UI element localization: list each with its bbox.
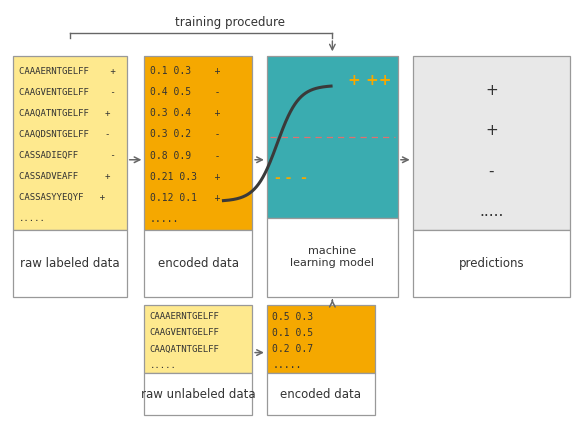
Bar <box>144 230 252 297</box>
Text: 0.3 0.2    -: 0.3 0.2 - <box>149 130 220 139</box>
Text: raw unlabeled data: raw unlabeled data <box>141 388 255 401</box>
Text: 0.8 0.9    -: 0.8 0.9 - <box>149 150 220 161</box>
Text: .....: ..... <box>272 360 302 370</box>
Bar <box>267 306 374 374</box>
Text: 0.4 0.5    -: 0.4 0.5 - <box>149 87 220 97</box>
Text: CAAQDSNTGELFF   -: CAAQDSNTGELFF - <box>19 130 110 139</box>
Text: 0.1 0.5: 0.1 0.5 <box>272 328 314 338</box>
Text: CAAQATNTGELFF: CAAQATNTGELFF <box>149 345 220 354</box>
Bar <box>13 56 127 230</box>
Text: CAAGVENTGELFF: CAAGVENTGELFF <box>149 329 220 337</box>
Text: CASSASYYEQYF   +: CASSASYYEQYF + <box>19 193 105 202</box>
Bar <box>413 230 570 297</box>
Text: encoded data: encoded data <box>158 257 239 270</box>
Bar <box>13 230 127 297</box>
Text: .....: ..... <box>19 215 46 224</box>
Text: 0.21 0.3   +: 0.21 0.3 + <box>149 172 220 182</box>
Text: .....: ..... <box>479 204 503 219</box>
Bar <box>267 218 398 297</box>
Text: CAAAERNTGELFF: CAAAERNTGELFF <box>149 312 220 321</box>
Text: raw labeled data: raw labeled data <box>20 257 120 270</box>
Text: -: - <box>489 164 494 178</box>
Text: CAAAERNTGELFF    +: CAAAERNTGELFF + <box>19 67 115 76</box>
Text: - -  -: - - - <box>275 171 306 185</box>
Text: CAAQATNTGELFF   +: CAAQATNTGELFF + <box>19 109 110 118</box>
Bar <box>144 306 252 374</box>
Text: training procedure: training procedure <box>175 16 285 29</box>
Text: machine
learning model: machine learning model <box>291 246 374 268</box>
Bar <box>267 56 398 218</box>
Text: +: + <box>485 83 498 98</box>
Text: predictions: predictions <box>458 257 524 270</box>
Text: CASSADIEQFF      -: CASSADIEQFF - <box>19 151 115 160</box>
Text: CAAGVENTGELFF    -: CAAGVENTGELFF - <box>19 88 115 97</box>
Text: 0.3 0.4    +: 0.3 0.4 + <box>149 108 220 118</box>
Text: 0.12 0.1   +: 0.12 0.1 + <box>149 193 220 203</box>
Bar <box>413 56 570 230</box>
Text: +: + <box>485 123 498 138</box>
Text: + ++: + ++ <box>348 73 391 88</box>
Text: 0.1 0.3    +: 0.1 0.3 + <box>149 66 220 76</box>
Text: .....: ..... <box>149 361 176 370</box>
Text: CASSADVEAFF     +: CASSADVEAFF + <box>19 172 110 181</box>
Text: 0.5 0.3: 0.5 0.3 <box>272 312 314 322</box>
Text: .....: ..... <box>149 214 179 224</box>
Bar <box>144 374 252 415</box>
Bar <box>144 56 252 230</box>
Bar <box>267 374 374 415</box>
Text: encoded data: encoded data <box>280 388 361 401</box>
Text: 0.2 0.7: 0.2 0.7 <box>272 344 314 354</box>
